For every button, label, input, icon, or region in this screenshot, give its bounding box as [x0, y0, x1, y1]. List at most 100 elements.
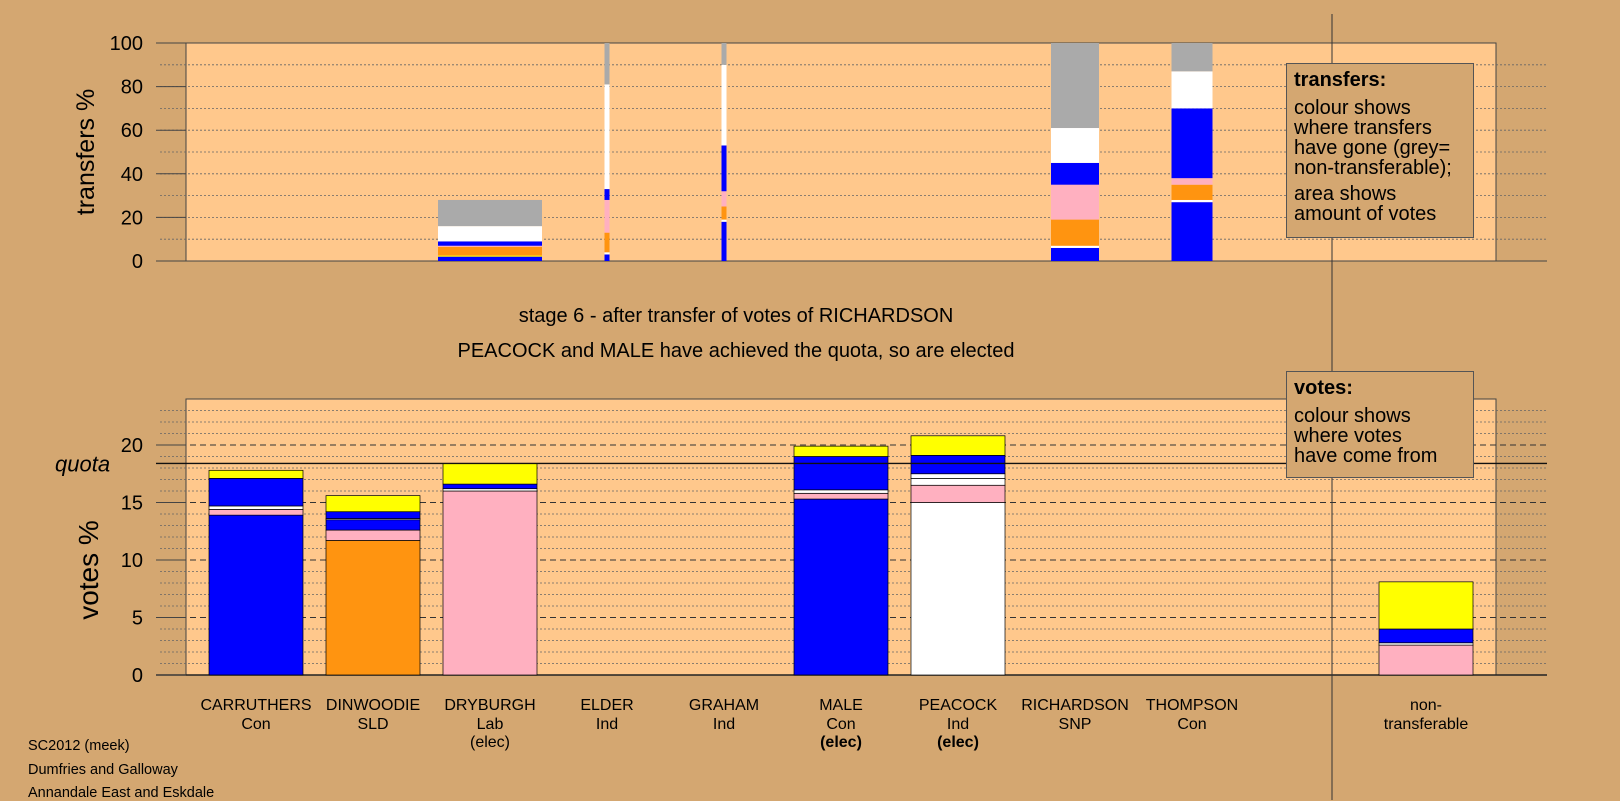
candidate-party: Lab: [477, 716, 504, 733]
vote-bar-male: [793, 445, 889, 676]
votes-y-axis-label: votes %: [73, 520, 104, 620]
vote-segment: [793, 489, 889, 494]
vote-segment: [910, 435, 1006, 456]
transfer-segment: [438, 255, 542, 257]
vote-bar-dryburgh: [442, 463, 538, 676]
transfers-tick-label: 40: [121, 164, 143, 186]
votes-bars: [208, 435, 1474, 676]
votes-tick-label: 20: [121, 435, 143, 457]
vote-segment: [325, 511, 421, 519]
transfers-tick-label: 20: [121, 207, 143, 229]
transfer-bar-dryburgh: [438, 199, 542, 261]
transfer-segment: [1051, 184, 1099, 220]
transfer-segment: [1051, 219, 1099, 246]
candidate-name: ELDER: [580, 697, 633, 714]
candidate-party: Ind: [596, 716, 618, 733]
transfer-segment: [1171, 202, 1213, 261]
transfer-segment: [438, 241, 542, 246]
transfer-segment: [604, 232, 610, 253]
transfers-legend-text-area: area shows amount of votes: [1294, 183, 1437, 225]
transfer-segment: [1171, 184, 1213, 200]
transfer-segment: [721, 145, 727, 192]
vote-segment: [910, 484, 1006, 503]
vote-segment: [442, 483, 538, 490]
transfers-gridlines: [160, 64, 1547, 240]
stage-text: stage 6 - after transfer of votes of RIC…: [519, 305, 954, 327]
transfer-segment: [1051, 43, 1099, 129]
transfer-segment: [721, 219, 727, 222]
transfer-segment: [438, 226, 542, 242]
transfer-segment: [604, 199, 610, 233]
vote-segment: [208, 505, 304, 510]
transfer-segment: [1051, 128, 1099, 163]
transfer-segment: [438, 199, 542, 227]
transfer-bar-elder: [604, 43, 610, 261]
vote-segment: [208, 509, 304, 516]
vote-segment: [1378, 628, 1474, 644]
transfers-legend: transfers: colour shows where transfers …: [1286, 63, 1474, 238]
transfer-segment: [604, 84, 610, 190]
transfers-tick-label: 100: [110, 33, 143, 55]
transfer-segment: [604, 254, 610, 261]
transfers-tick-label: 0: [132, 251, 143, 273]
candidate-party: SLD: [357, 716, 388, 733]
vote-segment: [793, 492, 889, 500]
candidate-name: CARRUTHERS: [200, 697, 311, 714]
vote-segment: [442, 490, 538, 676]
candidate-name: GRAHAM: [689, 697, 759, 714]
votes-legend: votes: colour shows where votes have com…: [1286, 371, 1474, 478]
transfer-bar-thompson: [1171, 43, 1213, 261]
vote-segment: [910, 473, 1006, 479]
transfer-segment: [1171, 71, 1213, 109]
transfer-segment: [1171, 199, 1213, 203]
vote-segment: [910, 502, 1006, 676]
candidate-status: (elec): [820, 734, 862, 751]
transfers-y-axis-label: transfers %: [72, 89, 100, 215]
vote-segment: [442, 463, 538, 485]
transfer-segment: [721, 221, 727, 261]
candidate-party: Con: [241, 716, 270, 733]
transfer-segment: [1051, 247, 1099, 261]
transfer-segment: [721, 64, 727, 146]
vote-segment: [910, 455, 1006, 475]
candidate-party: Con: [826, 716, 855, 733]
votes-tick-label: 0: [132, 665, 143, 687]
candidate-name: DRYBURGH: [444, 697, 535, 714]
transfers-tick-label: 80: [121, 77, 143, 99]
transfers-tick-label: 60: [121, 120, 143, 142]
candidate-name: MALE: [819, 697, 863, 714]
votes-tick-label: 10: [121, 550, 143, 572]
transfer-segment: [1171, 108, 1213, 179]
transfer-segment: [721, 191, 727, 207]
vote-segment: [910, 478, 1006, 486]
vote-segment: [325, 519, 421, 531]
vote-segment: [325, 540, 421, 676]
transfer-bar-graham: [721, 43, 727, 261]
votes-tick-label: 15: [121, 493, 143, 515]
candidate-party: Con: [1177, 716, 1206, 733]
transfers-legend-title: transfers:: [1294, 69, 1387, 91]
transfer-segment: [604, 252, 610, 255]
transfer-segment: [1171, 43, 1213, 72]
vote-segment: [1378, 581, 1474, 630]
candidate-labels: CARRUTHERSConDINWOODIESLDDRYBURGHLab(ele…: [200, 697, 1468, 751]
transfer-bar-richardson: [1051, 43, 1099, 261]
votes-legend-text: colour shows where votes have come from: [1294, 405, 1438, 467]
transfers-y-axis: 0 20 40 60 80 100: [110, 33, 1547, 273]
vote-segment: [793, 456, 889, 491]
transfers-legend-text: colour shows where transfers have gone (…: [1294, 97, 1452, 179]
vote-segment: [793, 445, 889, 457]
nontransferable-label: transferable: [1384, 716, 1469, 733]
vote-bar-dinwoodie: [325, 495, 421, 676]
candidate-party: Ind: [947, 716, 969, 733]
vote-segment: [325, 529, 421, 541]
votes-tick-label: 5: [132, 608, 143, 630]
transfer-segment: [604, 189, 610, 200]
transfer-segment: [438, 245, 542, 247]
transfer-segment: [721, 206, 727, 220]
vote-segment: [208, 469, 304, 479]
transfer-segment: [1051, 245, 1099, 248]
transfer-segment: [438, 256, 542, 261]
footer-line-3: Annandale East and Eskdale: [28, 785, 215, 801]
nontransferable-label: non-: [1410, 697, 1442, 714]
